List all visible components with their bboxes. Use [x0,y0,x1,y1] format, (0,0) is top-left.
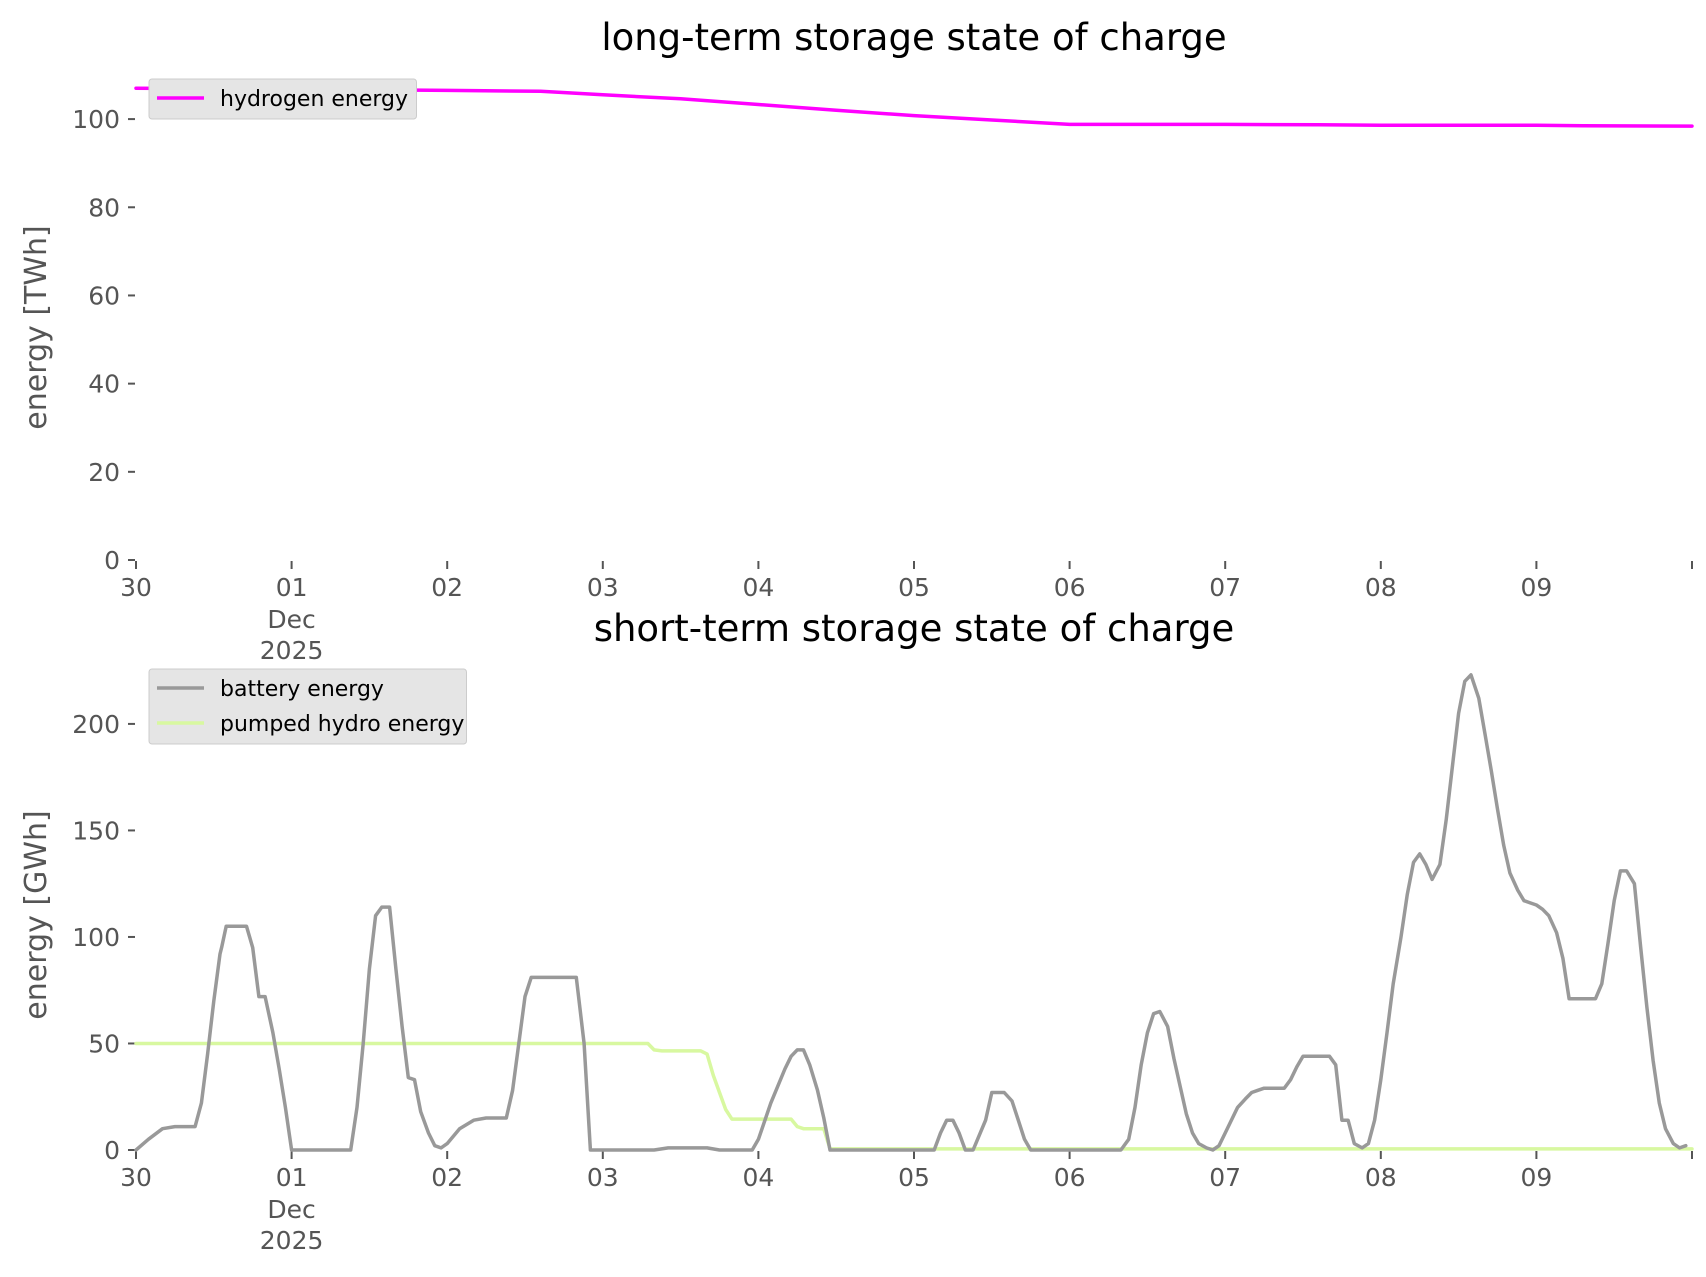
legend: battery energy pumped hydro energy [148,668,467,745]
y-axis-ticks: 0 20 40 60 80 100 [72,105,135,575]
y-tick-label: 100 [72,105,120,134]
x-tick-label: 09 [1520,1163,1552,1192]
y-axis-label: energy [GWh] [19,810,54,1019]
x-tick-label: 05 [898,1163,930,1192]
y-tick-label: 0 [104,1136,120,1165]
x-tick-label: 08 [1365,1163,1397,1192]
legend-label: hydrogen energy [220,87,408,112]
series-line [134,673,1688,1152]
chart-title: long-term storage state of charge [601,16,1226,59]
x-tick-label: 06 [1054,573,1086,602]
x-tick-label: 01 [276,1163,308,1192]
legend: hydrogen energy [148,78,417,120]
x-tick-label: 05 [898,573,930,602]
x-tick-label: 08 [1365,573,1397,602]
y-tick-label: 20 [88,458,120,487]
legend-box [148,668,467,745]
y-axis-label: energy [TWh] [19,225,54,429]
series-line [134,86,1694,128]
y-tick-label: 200 [72,710,120,739]
x-tick-label: 09 [1520,573,1552,602]
y-tick-label: 40 [88,370,120,399]
x-tick-label: 07 [1209,1163,1241,1192]
series-lines [134,673,1694,1152]
x-tick-label: 02 [431,573,463,602]
chart-title: short-term storage state of charge [594,607,1235,650]
legend-box [148,78,417,120]
legend-label: battery energy [220,677,384,702]
x-tick-label: 30 [120,1163,152,1192]
x-tick-label: 04 [742,573,774,602]
x-tick-label: 30 [120,573,152,602]
x-tick-label: 01 [276,573,308,602]
y-tick-label: 0 [104,546,120,575]
x-tick-sublabel: 2025 [260,1226,324,1255]
y-tick-label: 100 [72,923,120,952]
x-tick-label: 03 [587,1163,619,1192]
x-tick-label: 02 [431,1163,463,1192]
chart-long-term: long-term storage state of charge energy… [19,16,1694,665]
x-tick-label: 03 [587,573,619,602]
chart-short-term: short-term storage state of charge energ… [19,607,1694,1255]
y-tick-label: 60 [88,281,120,310]
y-tick-label: 80 [88,193,120,222]
y-axis-ticks: 0 50 100 150 200 [72,710,135,1165]
y-tick-label: 50 [88,1029,120,1058]
series-lines [134,86,1694,128]
x-tick-sublabel: Dec [267,1195,315,1224]
series-line [134,1041,1694,1151]
legend-label: pumped hydro energy [220,712,464,737]
x-tick-label: 04 [742,1163,774,1192]
x-tick-sublabel: Dec [267,605,315,634]
x-tick-label: 06 [1054,1163,1086,1192]
x-tick-sublabel: 2025 [260,636,324,665]
x-tick-label: 07 [1209,573,1241,602]
y-tick-label: 150 [72,816,120,845]
